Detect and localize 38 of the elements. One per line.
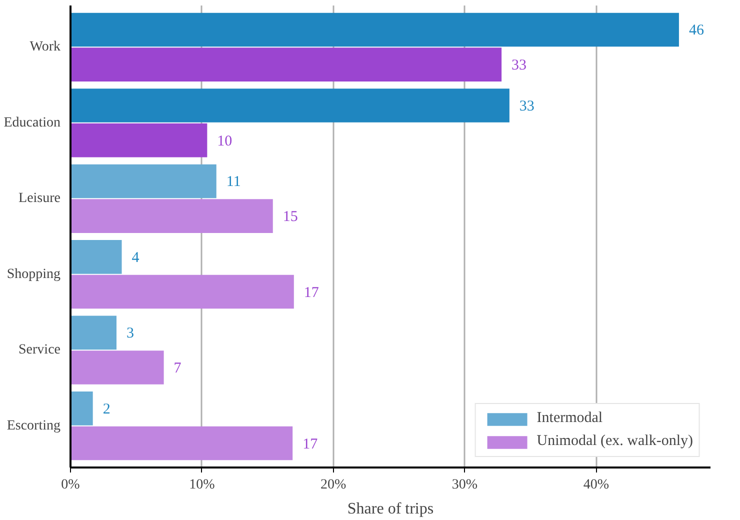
data-label: 46 <box>688 22 704 39</box>
y-tick-label: Leisure <box>18 191 61 206</box>
data-label: 33 <box>519 98 534 114</box>
data-label: 17 <box>302 436 318 452</box>
data-label: 3 <box>126 326 134 342</box>
y-tick-label: Escorting <box>6 418 60 434</box>
x-axis-title: Share of trips <box>347 500 434 518</box>
bar <box>70 316 116 350</box>
legend-label: Unimodal (ex. walk-only) <box>536 433 693 450</box>
y-tick-label: Shopping <box>6 266 61 282</box>
data-label: 17 <box>304 284 320 301</box>
bar <box>70 123 208 158</box>
bar <box>70 426 293 460</box>
data-label: 11 <box>226 174 241 190</box>
y-tick-label: Service <box>18 342 61 358</box>
bar <box>70 392 93 426</box>
data-label: 7 <box>174 360 182 377</box>
legend-label: Intermodal <box>536 410 603 427</box>
bar <box>70 350 164 384</box>
x-tick-label: 20% <box>320 478 347 492</box>
bar <box>70 274 294 309</box>
bar <box>70 12 679 47</box>
bar <box>70 48 502 82</box>
bar <box>70 240 122 274</box>
y-tick-label: Work <box>30 40 61 55</box>
data-label: 4 <box>132 250 140 266</box>
data-label: 15 <box>282 209 298 226</box>
bar <box>70 199 273 233</box>
x-tick-label: 0% <box>61 478 80 492</box>
data-label: 33 <box>512 58 527 74</box>
data-label: 10 <box>217 133 232 150</box>
y-tick-label: Education <box>4 115 61 130</box>
x-tick-label: 30% <box>452 478 478 492</box>
data-label: 2 <box>102 401 110 418</box>
bar <box>70 88 510 122</box>
x-tick-label: 10% <box>189 478 216 492</box>
bar <box>70 164 216 198</box>
x-tick-label: 40% <box>583 478 610 492</box>
